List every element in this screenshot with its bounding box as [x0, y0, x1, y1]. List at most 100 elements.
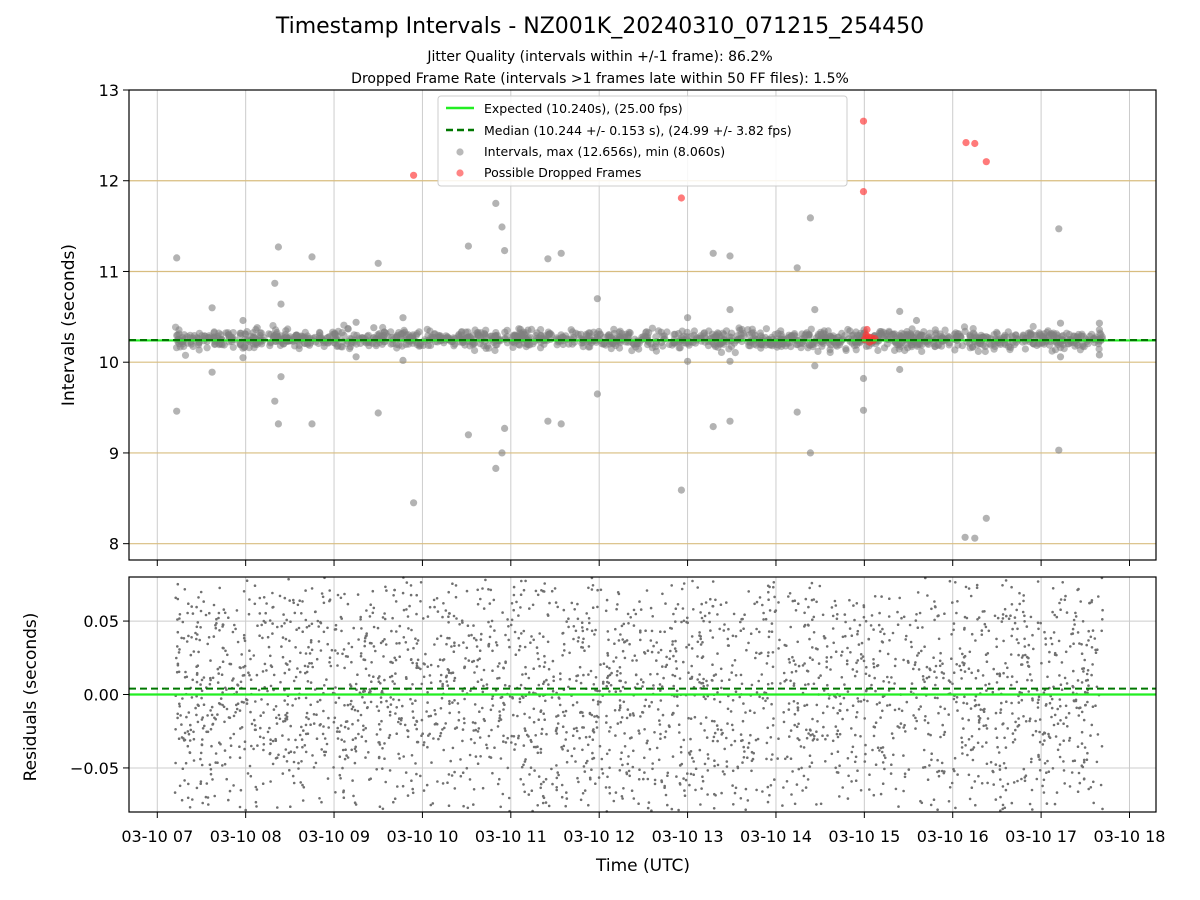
- interval-point: [1095, 345, 1103, 353]
- residual-point: [696, 586, 699, 589]
- residual-point: [815, 600, 818, 604]
- residual-point: [767, 630, 771, 633]
- residual-point: [310, 622, 314, 626]
- residual-point: [1047, 770, 1051, 773]
- residual-point: [284, 713, 287, 717]
- interval-outlier-point: [859, 406, 868, 414]
- residual-point: [744, 711, 747, 714]
- residual-point: [768, 585, 771, 589]
- residual-point: [459, 758, 462, 761]
- residual-point: [999, 795, 1002, 799]
- residual-point: [212, 603, 216, 607]
- residual-point: [383, 638, 386, 641]
- residual-point: [409, 593, 413, 597]
- residual-point: [588, 735, 591, 739]
- residual-point: [322, 601, 326, 605]
- residual-point: [394, 600, 398, 603]
- residual-point: [705, 679, 708, 683]
- interval-point: [783, 340, 791, 348]
- residual-point: [250, 722, 254, 726]
- residual-point: [415, 664, 419, 668]
- residual-point: [541, 801, 545, 805]
- residual-point: [602, 662, 606, 665]
- interval-point: [841, 332, 849, 340]
- interval-outlier-point: [464, 431, 472, 439]
- residual-point: [690, 635, 694, 638]
- residual-point: [444, 722, 448, 725]
- residual-point: [587, 617, 591, 620]
- residual-point: [651, 767, 654, 771]
- residual-point: [720, 679, 724, 683]
- residual-point: [472, 803, 475, 806]
- residual-point: [1048, 736, 1052, 740]
- interval-point: [826, 346, 834, 354]
- interval-outlier-point: [811, 306, 819, 314]
- residual-point: [746, 746, 750, 749]
- residual-point: [855, 715, 858, 719]
- residual-point: [620, 624, 624, 628]
- residual-point: [716, 763, 720, 767]
- residuals-expected-median-lines: [129, 687, 1156, 696]
- residual-point: [306, 680, 310, 683]
- residual-point: [278, 717, 282, 721]
- residual-point: [713, 697, 716, 701]
- residual-point: [766, 696, 769, 700]
- interval-outlier-point: [277, 373, 285, 381]
- residual-point: [649, 639, 653, 642]
- residual-point: [441, 682, 445, 686]
- residual-point: [309, 641, 313, 644]
- residual-point: [621, 649, 625, 653]
- residual-point: [809, 733, 812, 737]
- residual-point: [979, 708, 982, 711]
- residual-point: [581, 714, 585, 718]
- residual-point: [1052, 685, 1055, 689]
- residual-point: [244, 698, 248, 701]
- residual-point: [639, 715, 642, 718]
- residual-point: [283, 699, 287, 702]
- residual-point: [925, 676, 929, 680]
- residual-point: [292, 760, 296, 764]
- residual-point: [787, 595, 790, 598]
- residual-point: [755, 651, 758, 655]
- residual-point: [1053, 802, 1057, 806]
- residual-point: [1028, 717, 1032, 720]
- residual-point: [261, 782, 265, 785]
- residual-point: [784, 757, 787, 761]
- residual-point: [648, 705, 651, 708]
- residual-point: [491, 669, 494, 672]
- residual-point: [326, 642, 330, 646]
- residual-point: [540, 732, 543, 735]
- residual-point: [1002, 639, 1005, 643]
- residual-point: [274, 705, 278, 708]
- residual-point: [558, 703, 562, 707]
- interval-point: [427, 341, 435, 350]
- residual-point: [1062, 739, 1065, 742]
- residual-point: [556, 605, 559, 609]
- residual-point: [831, 627, 835, 630]
- residual-point: [518, 700, 522, 704]
- residual-point: [494, 689, 498, 692]
- residual-point: [428, 605, 432, 609]
- residual-point: [1056, 748, 1060, 752]
- interval-point: [276, 341, 284, 350]
- interval-point: [195, 341, 203, 349]
- residual-point: [796, 708, 800, 712]
- residual-point: [1034, 729, 1038, 733]
- interval-outlier-point: [806, 449, 815, 457]
- residual-point: [1050, 715, 1053, 719]
- residual-point: [769, 784, 773, 787]
- residual-point: [520, 632, 523, 635]
- residual-point: [793, 712, 797, 716]
- residual-point: [890, 763, 893, 766]
- residual-point: [855, 670, 859, 673]
- residual-point: [410, 754, 414, 757]
- residual-point: [1020, 656, 1024, 659]
- residual-point: [187, 634, 190, 638]
- residual-point: [502, 708, 505, 711]
- interval-outlier-point: [410, 499, 418, 507]
- residual-point: [543, 718, 546, 721]
- interval-point: [717, 348, 726, 356]
- residual-point: [1018, 591, 1021, 595]
- interval-point: [874, 346, 882, 355]
- residual-point: [762, 707, 765, 710]
